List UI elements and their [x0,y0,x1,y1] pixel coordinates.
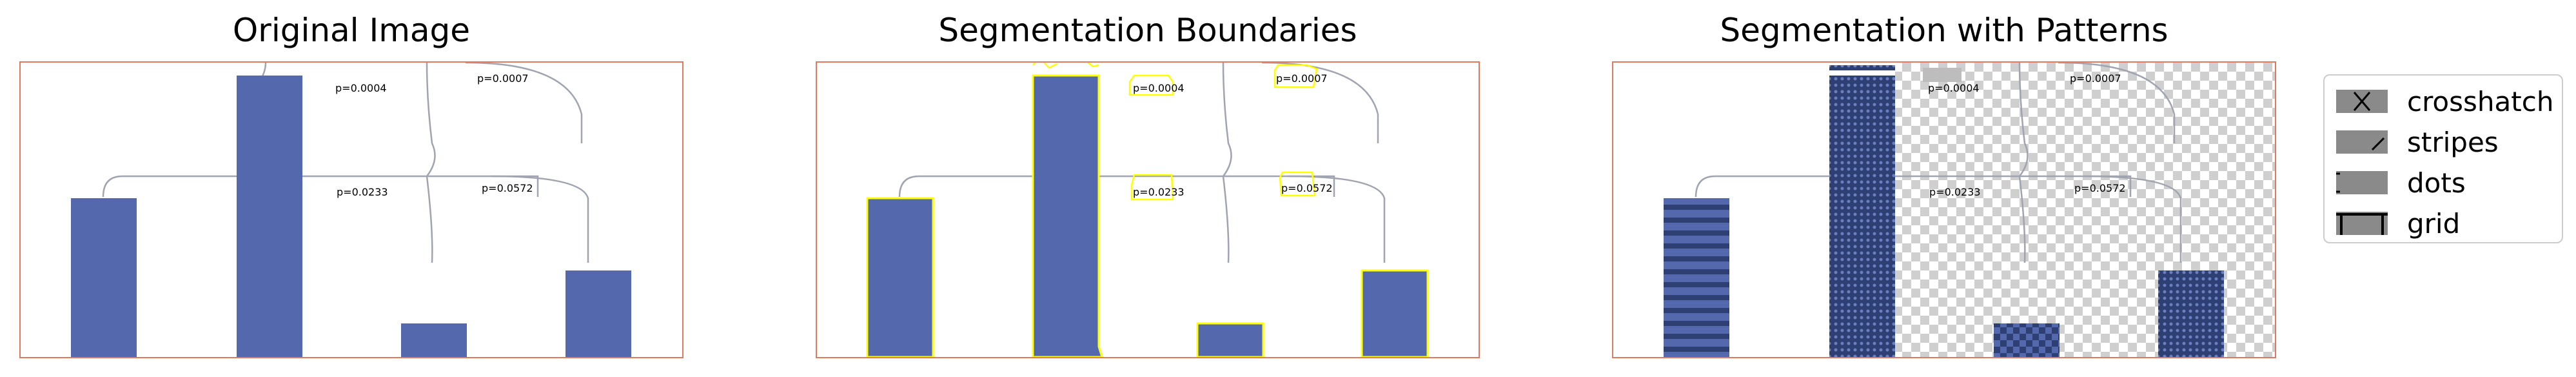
bar [71,198,137,357]
bar [565,270,631,357]
top-noise [1829,65,1961,82]
p-value-label: p=0.0572 [2074,182,2126,194]
pattern-legend: crosshatch stripes dots grid [2323,74,2563,243]
boundary-outline [1273,64,1318,88]
legend-item-stripes: stripes [2336,126,2499,158]
boundary-outline [1130,174,1174,201]
legend-item-grid: grid [2336,207,2460,239]
panel-title-boundaries: Segmentation Boundaries [938,12,1357,49]
grid-icon [2336,212,2388,235]
bracket-line [1222,63,1232,177]
bar [2158,270,2224,357]
crosshatch-icon [2336,90,2388,113]
p-value-label: p=0.0572 [1281,182,1333,194]
segmentation-boundaries-svg: p=0.0004 p=0.0007 p=0.0233 p=0.0572 [866,63,1429,357]
p-value-label: p=0.0007 [477,72,529,85]
p-value-label: p=0.0004 [1133,82,1185,94]
legend-item-dots: dots [2336,167,2466,199]
legend-label: grid [2407,207,2461,239]
p-value-label: p=0.0233 [1929,186,1981,198]
segmentation-boundaries-panel: p=0.0004 p=0.0007 p=0.0233 p=0.0572 [816,61,1480,358]
p-value-label: p=0.0004 [335,82,387,94]
bracket-line [426,63,436,177]
bracket-line [102,175,539,198]
legend-label: crosshatch [2407,85,2554,117]
bracket-line [2058,63,2176,143]
bracket-line [1287,175,1386,263]
panel-title-patterns: Segmentation with Patterns [1720,12,2168,49]
p-value-label: p=0.0233 [337,186,388,198]
legend-item-crosshatch: crosshatch [2336,85,2553,117]
bar [1994,323,2060,357]
original-image-svg: p=0.0004 p=0.0007 p=0.0233 p=0.0572 [71,63,631,357]
boundary-outline [1128,74,1174,96]
dots-icon [2336,171,2388,194]
legend-label: dots [2407,167,2466,199]
bar [1664,198,1729,357]
bar [1361,269,1429,357]
bar [1032,74,1103,357]
p-value-label: p=0.0007 [2070,72,2121,85]
bar [1829,76,1895,357]
boundary-outline [1032,63,1099,69]
stripes-icon [2336,130,2388,154]
bracket-line [2018,176,2026,263]
bar [401,323,467,357]
p-value-label: p=0.0572 [482,182,533,194]
bracket-line [1222,176,1230,263]
bracket-line [2083,175,2182,263]
p-value-label: p=0.0233 [1133,186,1185,198]
bracket-line [1695,175,1829,198]
bracket-line [2018,63,2029,177]
panel-title-original: Original Image [232,12,471,49]
p-value-label: p=0.0007 [1276,72,1328,85]
segmentation-patterns-svg: p=0.0004 p=0.0007 p=0.0233 p=0.0572 [1664,63,2275,357]
bar [866,197,934,357]
bar [237,76,302,357]
bracket-line [465,63,583,143]
bar [1196,322,1264,357]
bracket-line [898,175,1335,198]
bracket-line [491,175,589,263]
legend-label: stripes [2407,126,2499,158]
boundary-outline [1279,171,1316,197]
bracket-line [1261,63,1379,143]
p-value-label: p=0.0004 [1928,82,1980,94]
bracket-line [426,176,433,263]
original-image-panel: p=0.0004 p=0.0007 p=0.0233 p=0.0572 [19,61,683,358]
segmentation-patterns-panel: p=0.0004 p=0.0007 p=0.0233 p=0.0572 [1612,61,2276,358]
bracket-line [1895,175,2132,197]
